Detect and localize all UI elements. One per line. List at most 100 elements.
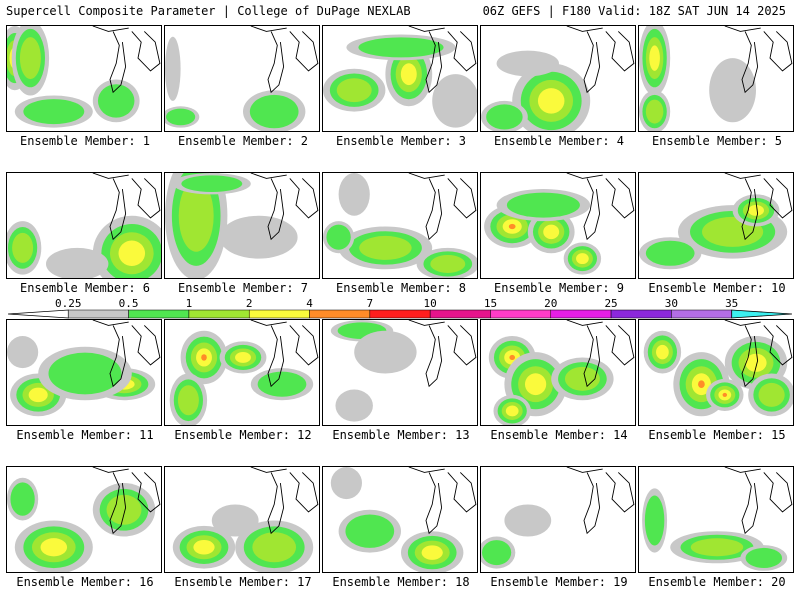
scp-contour-level-4 <box>508 223 516 230</box>
scp-contour-level-3 <box>649 45 660 71</box>
scp-contour-level-2 <box>19 37 41 80</box>
colorbar-segment <box>550 309 612 319</box>
ensemble-panel-10 <box>638 172 794 279</box>
scp-contour-level-1 <box>506 192 580 218</box>
lake-superior-outline <box>92 26 129 32</box>
colorbar-segment <box>369 309 431 319</box>
scp-contour-level-0 <box>46 247 109 278</box>
ensemble-panel-1 <box>6 25 162 132</box>
ensemble-member-label: Ensemble Member: 8 <box>335 281 467 295</box>
scp-contour-level-3 <box>748 204 764 216</box>
lake-michigan-outline <box>425 178 443 241</box>
ensemble-panel-17 <box>164 466 320 573</box>
valid-time: 06Z GEFS | F180 Valid: 18Z SAT JUN 14 20… <box>482 4 786 18</box>
scp-contour-level-1 <box>165 108 196 126</box>
lake-huron-outline <box>447 472 477 513</box>
scp-contour-level-1 <box>257 371 307 397</box>
lake-michigan-outline <box>583 31 601 94</box>
ensemble-member-label: Ensemble Member: 18 <box>332 575 470 589</box>
scp-field-map <box>330 320 477 422</box>
lake-michigan-outline <box>267 31 285 94</box>
scp-field-map <box>165 26 319 131</box>
ensemble-member-label: Ensemble Member: 14 <box>490 428 628 442</box>
ensemble-panel-5 <box>638 25 794 132</box>
lake-superior-outline <box>92 320 129 326</box>
lake-michigan-outline <box>267 325 285 388</box>
scp-contour-level-1 <box>358 37 444 58</box>
scp-contour-level-4 <box>722 392 728 397</box>
scp-contour-level-3 <box>118 240 146 266</box>
ensemble-member-label: Ensemble Member: 4 <box>493 134 625 148</box>
lake-superior-outline <box>250 320 287 326</box>
scp-contour-level-4 <box>509 354 516 361</box>
ensemble-member-label: Ensemble Member: 16 <box>16 575 154 589</box>
scp-contour-level-3 <box>28 387 48 403</box>
scp-contour-level-2 <box>178 179 214 252</box>
colorbar-segment <box>68 309 129 319</box>
lake-michigan-outline <box>741 472 759 535</box>
ensemble-member-label: Ensemble Member: 1 <box>19 134 151 148</box>
colorbar-tick-label: 0.5 <box>118 297 139 310</box>
scp-contour-level-0 <box>211 504 259 537</box>
ensemble-panel-9 <box>480 172 636 279</box>
colorbar-tick-label: 7 <box>366 297 374 310</box>
lake-superior-outline <box>92 467 129 473</box>
scp-field-map <box>481 26 635 131</box>
scp-contour-level-0 <box>504 504 552 537</box>
colorbar-tick-label: 2 <box>245 297 253 310</box>
scp-contour-level-2 <box>645 99 664 124</box>
scp-contour-level-3 <box>235 351 251 363</box>
ensemble-member-label: Ensemble Member: 19 <box>490 575 628 589</box>
colorbar-segment <box>128 309 190 319</box>
scp-contour-level-2 <box>252 532 297 563</box>
lake-michigan-outline <box>267 178 285 241</box>
lake-michigan-outline <box>425 325 443 388</box>
scp-contour-level-2 <box>336 78 372 103</box>
lake-huron-outline <box>763 31 793 72</box>
lake-superior-outline <box>724 467 761 473</box>
ensemble-panel-11 <box>6 319 162 426</box>
scp-contour-level-3 <box>576 253 589 265</box>
scp-contour-level-1 <box>249 94 299 129</box>
lake-huron-outline <box>605 178 635 219</box>
lake-michigan-outline <box>425 472 443 535</box>
scp-field-map <box>323 26 477 128</box>
lake-michigan-outline <box>741 31 759 94</box>
scp-field-map <box>7 467 161 572</box>
scp-contour-level-1 <box>10 482 35 516</box>
scp-contour-level-3 <box>400 63 417 86</box>
scp-field-map <box>639 173 793 270</box>
ensemble-panel-6 <box>6 172 162 279</box>
scp-contour-level-0 <box>165 36 181 101</box>
lake-superior-outline <box>566 26 603 32</box>
colorbar-high-arrow <box>731 309 792 319</box>
chart-title: Supercell Composite Parameter | College … <box>6 4 411 18</box>
lake-michigan-outline <box>741 178 759 241</box>
scp-contour-level-1 <box>48 352 122 395</box>
colorbar-tick-label: 4 <box>306 297 313 310</box>
ensemble-panel-20 <box>638 466 794 573</box>
colorbar-tick-label: 15 <box>483 297 498 310</box>
scp-contour-level-3 <box>656 344 669 360</box>
scp-contour-level-0 <box>354 330 417 374</box>
ensemble-member-label: Ensemble Member: 6 <box>19 281 151 295</box>
colorbar-tick-label: 0.25 <box>55 297 82 310</box>
scp-contour-level-2 <box>12 232 34 263</box>
lake-huron-outline <box>763 325 793 366</box>
ensemble-member-label: Ensemble Member: 2 <box>177 134 309 148</box>
scp-contour-level-0 <box>335 389 373 422</box>
colorbar-segment <box>490 309 552 319</box>
colorbar-segment <box>429 309 491 319</box>
scp-field-map <box>484 173 635 275</box>
scp-contour-level-1 <box>644 495 665 546</box>
ensemble-member-label: Ensemble Member: 15 <box>648 428 786 442</box>
ensemble-member-label: Ensemble Member: 7 <box>177 281 309 295</box>
lake-michigan-outline <box>583 178 601 241</box>
colorbar-low-arrow <box>8 309 69 319</box>
ensemble-member-label: Ensemble Member: 13 <box>332 428 470 442</box>
lake-huron-outline <box>763 472 793 513</box>
scp-contour-level-3 <box>421 545 443 560</box>
lake-superior-outline <box>566 467 603 473</box>
lake-michigan-outline <box>583 325 601 388</box>
scp-field-map <box>7 320 161 417</box>
